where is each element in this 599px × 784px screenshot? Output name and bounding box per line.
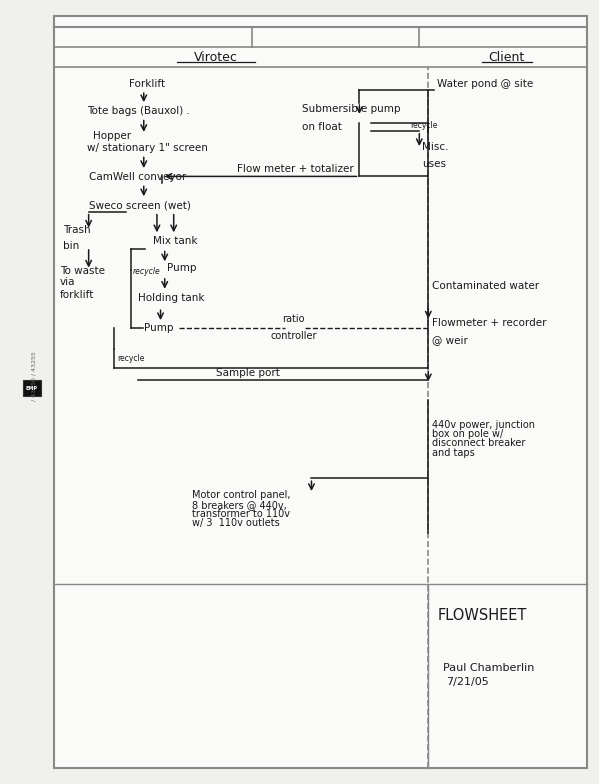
Text: Contaminated water: Contaminated water bbox=[432, 281, 540, 291]
Text: 440v power, junction: 440v power, junction bbox=[432, 419, 536, 430]
Text: @ weir: @ weir bbox=[432, 335, 468, 345]
Text: box on pole w/: box on pole w/ bbox=[432, 429, 504, 439]
Text: recycle: recycle bbox=[117, 354, 144, 363]
Text: Sample port: Sample port bbox=[216, 368, 280, 378]
Text: Motor control panel,: Motor control panel, bbox=[192, 490, 290, 500]
Text: Forklift: Forklift bbox=[129, 79, 165, 89]
Text: recycle: recycle bbox=[410, 121, 438, 130]
Text: controller: controller bbox=[270, 331, 317, 341]
Bar bbox=[54, 16, 587, 768]
Text: Trash: Trash bbox=[63, 225, 90, 235]
Text: Mix tank: Mix tank bbox=[153, 236, 197, 245]
Text: and taps: and taps bbox=[432, 448, 475, 458]
Text: 8 breakers @ 440v,: 8 breakers @ 440v, bbox=[192, 499, 286, 510]
Text: uses: uses bbox=[422, 159, 446, 169]
Text: bin: bin bbox=[63, 241, 79, 251]
Text: Hopper: Hopper bbox=[93, 131, 131, 141]
Text: Submersible pump: Submersible pump bbox=[302, 104, 401, 114]
Text: EMP: EMP bbox=[26, 386, 38, 390]
Text: Paul Chamberlin: Paul Chamberlin bbox=[443, 663, 535, 673]
Text: Flowmeter + recorder: Flowmeter + recorder bbox=[432, 318, 547, 328]
Text: Sweco screen (wet): Sweco screen (wet) bbox=[89, 201, 190, 210]
Text: via: via bbox=[60, 278, 75, 287]
Text: recycle: recycle bbox=[132, 267, 160, 275]
Text: disconnect breaker: disconnect breaker bbox=[432, 438, 526, 448]
Text: Holding tank: Holding tank bbox=[138, 293, 204, 303]
Text: Misc.: Misc. bbox=[422, 142, 448, 152]
Text: forklift: forklift bbox=[60, 290, 94, 300]
Text: on float: on float bbox=[302, 122, 343, 132]
Text: Pump: Pump bbox=[144, 323, 173, 332]
Text: Client: Client bbox=[488, 51, 524, 64]
Text: Virotec: Virotec bbox=[193, 51, 238, 64]
Text: Flow meter + totalizer: Flow meter + totalizer bbox=[237, 164, 353, 174]
Text: / 43250 / 43255: / 43250 / 43255 bbox=[32, 351, 37, 401]
Text: CamWell conveyor: CamWell conveyor bbox=[89, 172, 186, 182]
Text: transformer to 110v: transformer to 110v bbox=[192, 509, 290, 519]
Text: Water pond @ site: Water pond @ site bbox=[437, 79, 534, 89]
Text: w/ 3  110v outlets: w/ 3 110v outlets bbox=[192, 518, 279, 528]
Text: Pump: Pump bbox=[167, 263, 196, 273]
Text: FLOWSHEET: FLOWSHEET bbox=[437, 608, 527, 623]
Text: Tote bags (Bauxol) .: Tote bags (Bauxol) . bbox=[87, 107, 190, 116]
Text: w/ stationary 1" screen: w/ stationary 1" screen bbox=[87, 143, 208, 154]
Text: To waste: To waste bbox=[60, 266, 105, 276]
Text: 7/21/05: 7/21/05 bbox=[446, 677, 489, 687]
Bar bbox=[23, 380, 41, 396]
Text: ratio: ratio bbox=[282, 314, 305, 324]
